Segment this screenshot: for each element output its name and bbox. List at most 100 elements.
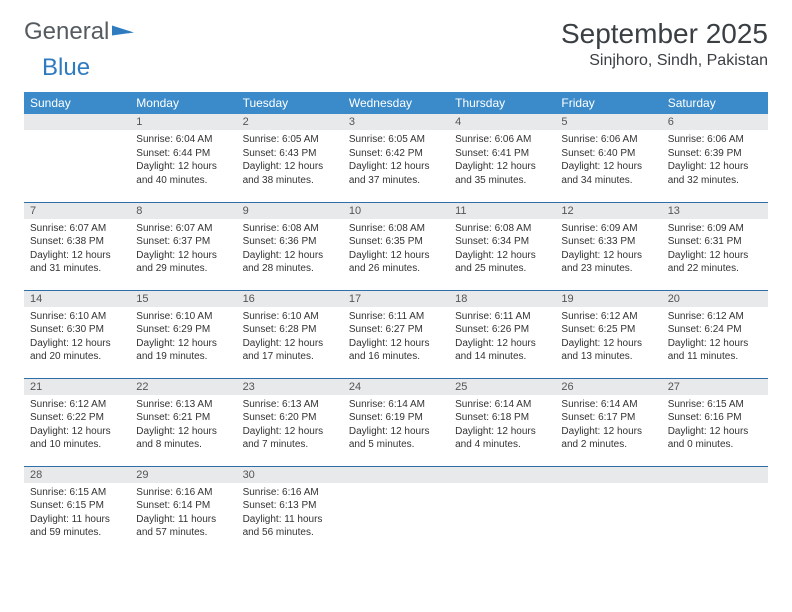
sunrise-text: Sunrise: 6:11 AM [455,310,549,324]
daylight-text: Daylight: 12 hours and 25 minutes. [455,249,549,276]
day-details: Sunrise: 6:05 AMSunset: 6:43 PMDaylight:… [237,130,343,191]
day-number: 7 [24,203,130,219]
sunset-text: Sunset: 6:35 PM [349,235,443,249]
calendar-day-cell: 5Sunrise: 6:06 AMSunset: 6:40 PMDaylight… [555,114,661,202]
day-details: Sunrise: 6:12 AMSunset: 6:22 PMDaylight:… [24,395,130,456]
sunset-text: Sunset: 6:25 PM [561,323,655,337]
sunset-text: Sunset: 6:17 PM [561,411,655,425]
day-number-bar [449,467,555,483]
calendar-day-cell: 28Sunrise: 6:15 AMSunset: 6:15 PMDayligh… [24,466,130,554]
day-details: Sunrise: 6:06 AMSunset: 6:39 PMDaylight:… [662,130,768,191]
day-number: 25 [449,379,555,395]
sunset-text: Sunset: 6:39 PM [668,147,762,161]
sunset-text: Sunset: 6:28 PM [243,323,337,337]
day-number: 8 [130,203,236,219]
day-number: 17 [343,291,449,307]
sunset-text: Sunset: 6:14 PM [136,499,230,513]
sunrise-text: Sunrise: 6:10 AM [30,310,124,324]
logo-triangle-icon [112,22,134,35]
logo-text-general: General [24,18,109,46]
day-details: Sunrise: 6:05 AMSunset: 6:42 PMDaylight:… [343,130,449,191]
sunrise-text: Sunrise: 6:14 AM [561,398,655,412]
daylight-text: Daylight: 12 hours and 38 minutes. [243,160,337,187]
sunset-text: Sunset: 6:20 PM [243,411,337,425]
day-details: Sunrise: 6:11 AMSunset: 6:27 PMDaylight:… [343,307,449,368]
sunset-text: Sunset: 6:24 PM [668,323,762,337]
day-number: 13 [662,203,768,219]
day-details: Sunrise: 6:08 AMSunset: 6:34 PMDaylight:… [449,219,555,280]
calendar-day-cell: 7Sunrise: 6:07 AMSunset: 6:38 PMDaylight… [24,202,130,290]
calendar-day-cell: 18 Sunrise: 6:11 AMSunset: 6:26 PMDayligh… [449,290,555,378]
calendar-day-cell: 8Sunrise: 6:07 AMSunset: 6:37 PMDaylight… [130,202,236,290]
calendar-day-cell: 11Sunrise: 6:08 AMSunset: 6:34 PMDayligh… [449,202,555,290]
day-number: 15 [130,291,236,307]
day-number: 6 [662,114,768,130]
day-details: Sunrise: 6:06 AMSunset: 6:40 PMDaylight:… [555,130,661,191]
calendar-day-cell: 19Sunrise: 6:12 AMSunset: 6:25 PMDayligh… [555,290,661,378]
day-number: 12 [555,203,661,219]
sunset-text: Sunset: 6:13 PM [243,499,337,513]
day-number: 9 [237,203,343,219]
sunset-text: Sunset: 6:33 PM [561,235,655,249]
day-number: 18 [449,291,555,307]
sunrise-text: Sunrise: 6:12 AM [668,310,762,324]
weekday-header-row: Sunday Monday Tuesday Wednesday Thursday… [24,92,768,114]
sunrise-text: Sunrise: 6:05 AM [349,133,443,147]
calendar-day-cell: 15Sunrise: 6:10 AMSunset: 6:29 PMDayligh… [130,290,236,378]
weekday-header: Monday [130,92,236,114]
sunset-text: Sunset: 6:29 PM [136,323,230,337]
sunrise-text: Sunrise: 6:08 AM [455,222,549,236]
calendar-day-cell: 25Sunrise: 6:14 AMSunset: 6:18 PMDayligh… [449,378,555,466]
sunrise-text: Sunrise: 6:13 AM [243,398,337,412]
sunrise-text: Sunrise: 6:06 AM [455,133,549,147]
logo: General [24,18,136,46]
sunrise-text: Sunrise: 6:07 AM [30,222,124,236]
calendar-week-row: 14Sunrise: 6:10 AMSunset: 6:30 PMDayligh… [24,290,768,378]
daylight-text: Daylight: 12 hours and 37 minutes. [349,160,443,187]
calendar-week-row: 7Sunrise: 6:07 AMSunset: 6:38 PMDaylight… [24,202,768,290]
day-number: 1 [130,114,236,130]
sunrise-text: Sunrise: 6:06 AM [668,133,762,147]
day-number: 24 [343,379,449,395]
sunset-text: Sunset: 6:44 PM [136,147,230,161]
sunset-text: Sunset: 6:34 PM [455,235,549,249]
day-number: 19 [555,291,661,307]
calendar-day-cell: 13Sunrise: 6:09 AMSunset: 6:31 PMDayligh… [662,202,768,290]
calendar-day-cell: 6Sunrise: 6:06 AMSunset: 6:39 PMDaylight… [662,114,768,202]
calendar-day-cell: 9Sunrise: 6:08 AMSunset: 6:36 PMDaylight… [237,202,343,290]
sunrise-text: Sunrise: 6:08 AM [349,222,443,236]
daylight-text: Daylight: 12 hours and 14 minutes. [455,337,549,364]
sunset-text: Sunset: 6:43 PM [243,147,337,161]
sunrise-text: Sunrise: 6:09 AM [561,222,655,236]
calendar-day-cell: 24Sunrise: 6:14 AMSunset: 6:19 PMDayligh… [343,378,449,466]
sunset-text: Sunset: 6:37 PM [136,235,230,249]
sunset-text: Sunset: 6:36 PM [243,235,337,249]
calendar-day-cell: 4Sunrise: 6:06 AMSunset: 6:41 PMDaylight… [449,114,555,202]
sunset-text: Sunset: 6:26 PM [455,323,549,337]
sunrise-text: Sunrise: 6:12 AM [30,398,124,412]
calendar-week-row: 28Sunrise: 6:15 AMSunset: 6:15 PMDayligh… [24,466,768,554]
sunrise-text: Sunrise: 6:16 AM [136,486,230,500]
sunrise-text: Sunrise: 6:15 AM [30,486,124,500]
day-details: Sunrise: 6:07 AMSunset: 6:38 PMDaylight:… [24,219,130,280]
calendar-day-cell [555,466,661,554]
day-details: Sunrise: 6:16 AMSunset: 6:14 PMDaylight:… [130,483,236,544]
calendar-day-cell: 27Sunrise: 6:15 AMSunset: 6:16 PMDayligh… [662,378,768,466]
daylight-text: Daylight: 12 hours and 2 minutes. [561,425,655,452]
sunset-text: Sunset: 6:38 PM [30,235,124,249]
day-details: Sunrise: 6:09 AMSunset: 6:31 PMDaylight:… [662,219,768,280]
sunset-text: Sunset: 6:22 PM [30,411,124,425]
weekday-header: Saturday [662,92,768,114]
day-details: Sunrise: 6:09 AMSunset: 6:33 PMDaylight:… [555,219,661,280]
sunrise-text: Sunrise: 6:16 AM [243,486,337,500]
sunset-text: Sunset: 6:18 PM [455,411,549,425]
daylight-text: Daylight: 12 hours and 0 minutes. [668,425,762,452]
day-number-bar [24,114,130,130]
daylight-text: Daylight: 11 hours and 56 minutes. [243,513,337,540]
sunrise-text: Sunrise: 6:07 AM [136,222,230,236]
sunrise-text: Sunrise: 6:12 AM [561,310,655,324]
day-number: 3 [343,114,449,130]
calendar-day-cell [343,466,449,554]
daylight-text: Daylight: 12 hours and 35 minutes. [455,160,549,187]
calendar-day-cell: 2Sunrise: 6:05 AMSunset: 6:43 PMDaylight… [237,114,343,202]
